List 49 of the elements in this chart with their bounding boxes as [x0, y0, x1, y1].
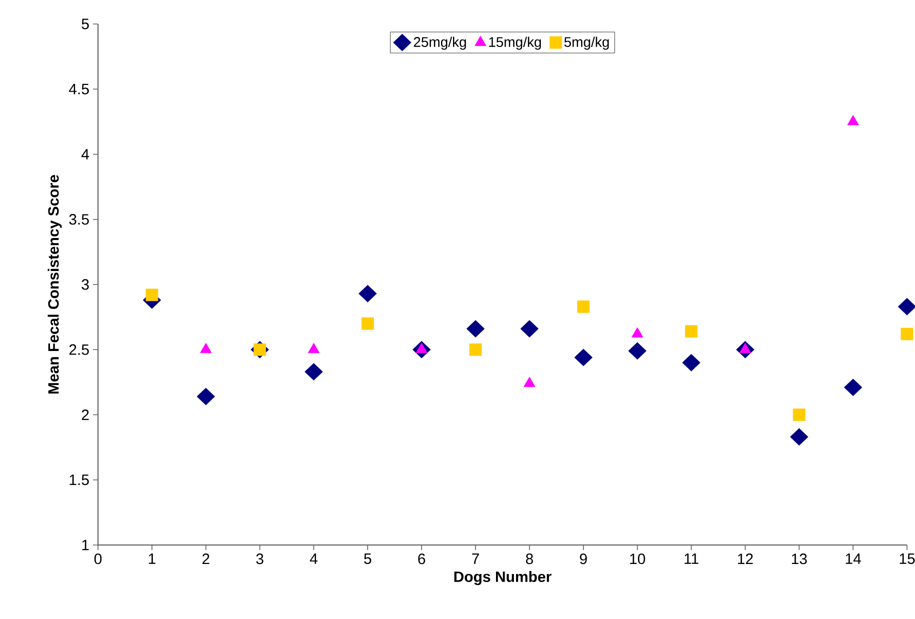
point [628, 342, 646, 360]
point [196, 388, 215, 406]
x-tick-label: 14 [846, 554, 861, 564]
point [685, 325, 698, 338]
x-tick-label: 0 [94, 554, 102, 564]
x-tick-label: 8 [526, 554, 533, 564]
point [577, 300, 590, 313]
y-tick-label: 4 [81, 149, 90, 160]
point [358, 284, 377, 302]
x-tick-label: 1 [148, 554, 156, 564]
x-tick-label: 3 [256, 554, 264, 564]
x-tick-label: 12 [738, 554, 753, 564]
x-tick-label: 7 [472, 554, 479, 564]
y-tick-label: 2.5 [69, 344, 89, 355]
point [466, 320, 485, 338]
point [844, 378, 862, 396]
x-tick-label: 10 [630, 554, 646, 564]
point [520, 320, 539, 338]
y-tick-label: 4.5 [68, 84, 89, 94]
point [146, 288, 158, 302]
x-tick-label: 15 [900, 554, 915, 564]
y-axis-title: Mean Fecal Consistency Score [48, 174, 62, 394]
y-tick-label: 2 [82, 410, 89, 420]
point [254, 343, 266, 356]
point [847, 114, 859, 126]
x-tick-label: 9 [580, 554, 587, 564]
point [469, 343, 482, 356]
legend-label: 5mg/kg [564, 36, 609, 50]
point [682, 354, 700, 372]
x-tick-label: 13 [792, 554, 807, 564]
x-tick-label: 4 [310, 554, 318, 564]
x-tick-label: 5 [364, 554, 372, 564]
legend-label: 15mg/kg [489, 36, 541, 50]
y-tick-label: 3.5 [69, 214, 89, 225]
x-axis-title: Dogs Number [454, 571, 552, 586]
point [304, 363, 323, 380]
y-tick-label: 3 [82, 279, 89, 290]
x-tick-label: 2 [202, 554, 210, 564]
point [900, 328, 914, 340]
y-tick-label: 1.5 [70, 474, 89, 486]
x-tick-label: 11 [684, 554, 698, 564]
point [790, 428, 808, 446]
y-tick-label: 1 [82, 540, 89, 550]
point [361, 317, 374, 330]
legend-label: 25mg/kg [414, 36, 466, 50]
point [792, 408, 806, 421]
point [574, 348, 593, 366]
y-tick-label: 5 [82, 18, 89, 30]
x-tick-label: 6 [418, 554, 426, 564]
